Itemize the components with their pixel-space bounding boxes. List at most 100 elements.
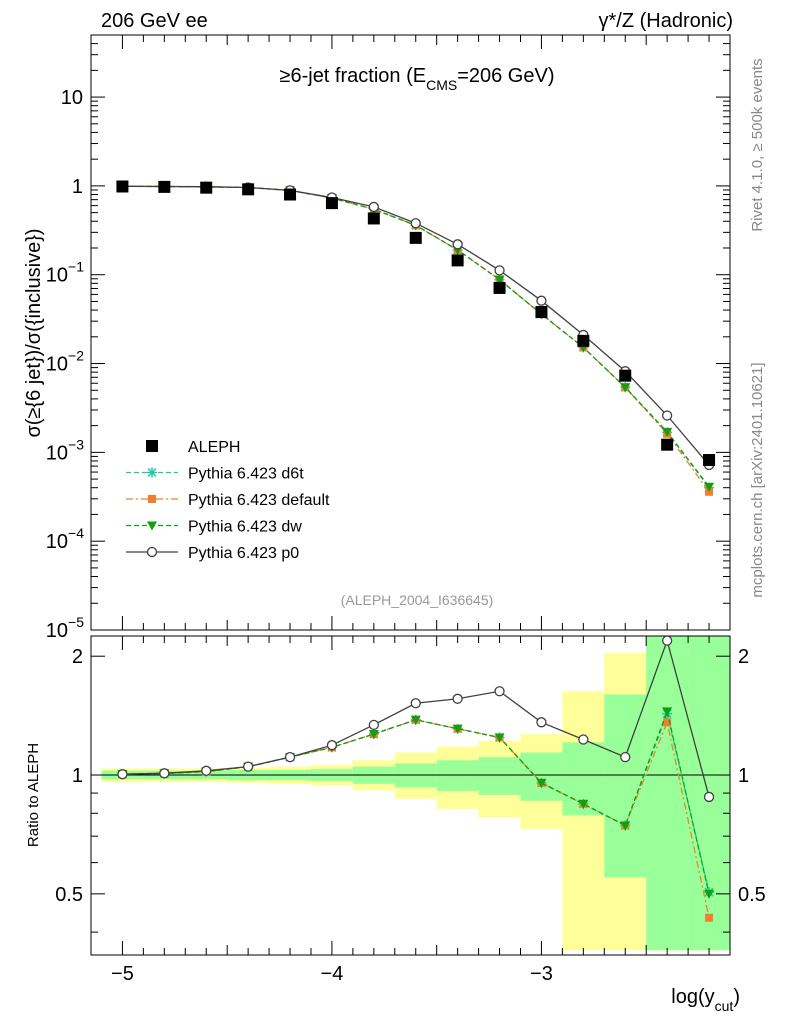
legend-marker-p0 [146,546,158,558]
top-ytick-label: 10−5 [46,614,84,642]
point-dw [704,482,715,492]
top-ytick-base: 10 [46,531,68,553]
band-green-bin [646,636,689,951]
band-green-bin [436,760,479,792]
point-p0 [661,636,673,646]
top-ytick-label: 10−4 [46,525,84,553]
plot-title: ≥6-jet fraction (ECMS=206 GeV) [279,65,554,93]
top-ytick-exp: −4 [68,525,84,541]
analysis-watermark: (ALEPH_2004_I636645) [341,592,494,608]
xlabel-end: ) [733,986,740,1008]
top-ylabel: σ(≥{6 jet})/σ({inclusive}) [23,228,45,437]
top-ytick-exp: −1 [68,259,84,275]
legend-marker-d6t [147,467,157,478]
xlabel-sub: cut [715,998,734,1014]
top-ytick-label: 10−1 [46,259,84,287]
point-aleph [535,306,548,319]
point-p0 [494,686,505,697]
point-p0 [368,719,379,730]
band-green-bin [478,757,521,796]
top-ytick-base: 1 [72,176,83,198]
top-ytick-base: 10 [46,620,68,642]
point-p0 [410,218,421,229]
star-stroke [147,467,157,478]
header-left: 206 GeV ee [101,10,208,32]
point-aleph [325,197,338,210]
top-ytick-label: 1 [72,176,83,198]
ratio-ylabel: Ratio to ALEPH [25,743,42,847]
title-end: =206 GeV) [457,65,554,87]
band-yellow-bin [562,691,605,951]
title-sub: CMS [426,77,457,93]
legend-marker-dw [147,521,157,531]
header-right: γ*/Z (Hadronic) [599,10,733,32]
ratio-ytick-label-right: 0.5 [738,884,766,906]
point-aleph [409,231,422,244]
point-default [663,718,672,727]
legend-label-default: Pythia 6.423 default [188,492,330,509]
point-dw [620,383,631,393]
point-p0 [578,734,589,745]
point-p0 [410,698,421,709]
top-ytick-label: 10−2 [46,348,84,376]
top-ytick-exp: −3 [68,436,84,452]
point-aleph [703,454,716,467]
point-aleph [493,281,506,294]
top-ytick-base: 10 [46,265,68,287]
point-p0 [536,717,547,728]
xlabel: log(ycut) [671,986,740,1014]
point-dw [494,275,505,285]
point-dw [704,889,715,899]
top-plot-frame [90,34,731,631]
point-p0 [284,751,296,763]
top-ytick-exp: −2 [68,348,84,364]
point-aleph [619,369,632,382]
ratio-ytick-label-right: 2 [738,646,749,668]
top-ytick-base: 10 [61,87,83,109]
point-p0 [536,295,547,306]
point-aleph [284,188,297,201]
legend-label-d6t: Pythia 6.423 d6t [188,466,304,483]
band-green-bin [604,694,647,878]
top-ytick-base: 10 [46,442,68,464]
point-p0 [452,239,463,250]
legend-label-dw: Pythia 6.423 dw [188,519,302,536]
point-p0 [242,761,254,772]
point-dw [662,707,673,717]
point-dw [368,730,379,740]
top-ytick-label: 10−3 [46,436,84,464]
rivet-label: Rivet 4.1.0, ≥ 500k events [749,58,766,231]
ratio-ytick-label: 2 [72,646,83,668]
point-p0 [326,740,338,751]
point-aleph [367,212,380,225]
title-main: ≥6-jet fraction (E [279,65,426,87]
point-aleph [242,183,255,196]
point-p0 [620,751,631,763]
point-p0 [159,768,170,779]
mcplots-label: mcplots.cern.ch [arXiv:2401.10621] [749,362,766,597]
xtick-label: −3 [530,963,553,985]
legend-label-p0: Pythia 6.423 p0 [188,545,299,562]
point-p0 [117,769,128,780]
point-dw [410,715,421,725]
point-p0 [703,791,715,803]
point-dw [452,724,463,734]
ratio-plot-frame [90,635,731,956]
point-p0 [452,693,463,704]
point-aleph [158,180,171,193]
point-dw [662,427,673,437]
point-aleph [451,254,464,267]
top-ytick-label: 10 [61,87,83,109]
point-dw [536,778,547,788]
legend-marker-aleph [146,440,158,452]
xtick-label: −5 [111,963,134,985]
xtick-label: −4 [321,963,344,985]
top-ytick-base: 10 [46,354,68,376]
point-p0 [661,410,673,421]
band-green-bin [520,752,563,801]
ratio-ytick-label: 1 [72,765,83,787]
point-p0 [201,765,212,776]
xlabel-main: log(y [671,986,714,1008]
